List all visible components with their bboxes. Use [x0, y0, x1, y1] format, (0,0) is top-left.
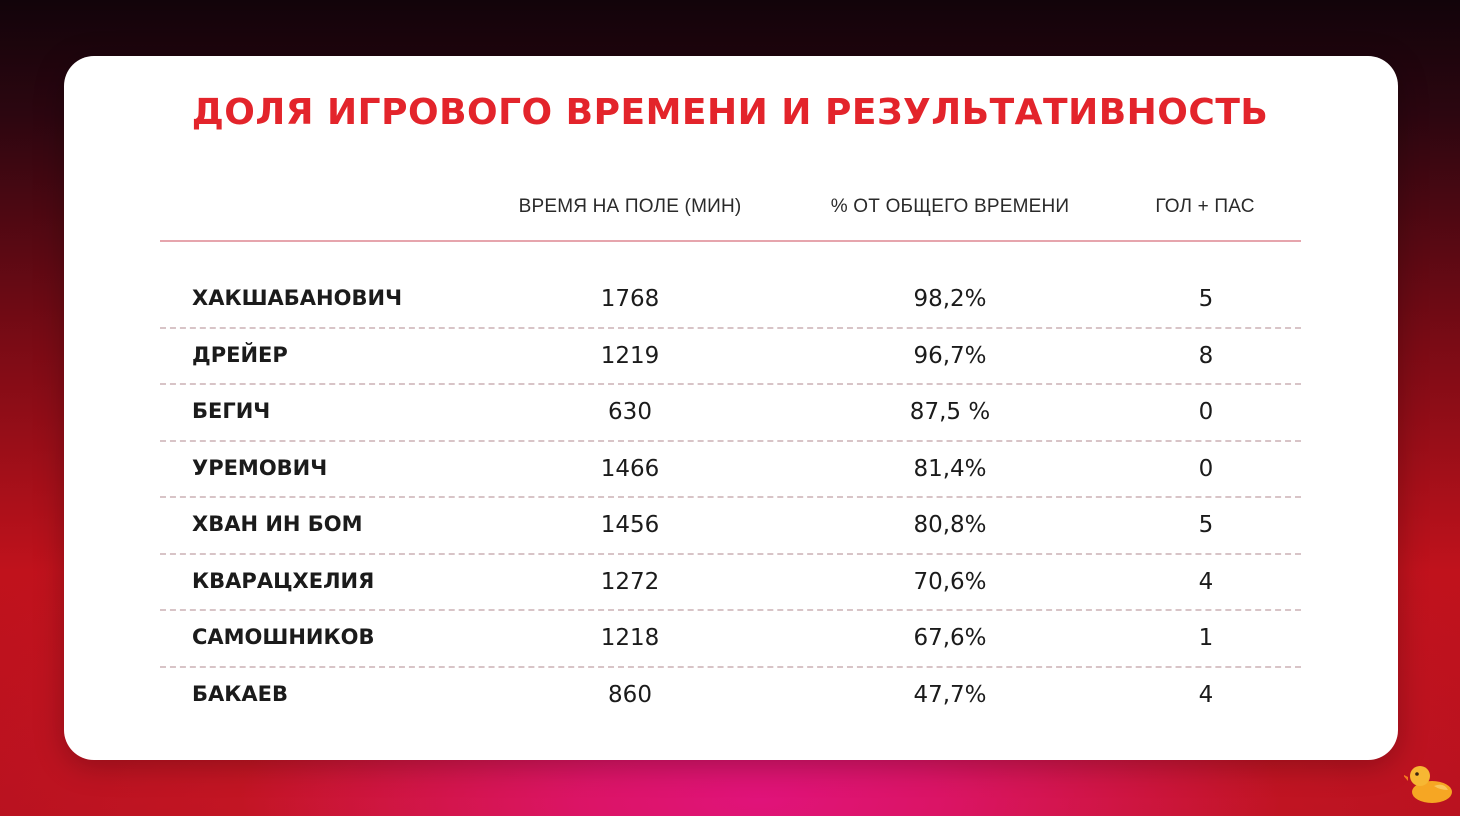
goals-assists-value: 4 — [1198, 568, 1214, 595]
duck-icon — [1404, 766, 1452, 803]
minutes-value: 860 — [608, 681, 652, 708]
goals-assists-value: 0 — [1198, 455, 1214, 482]
player-name: БЕГИЧ — [192, 399, 271, 423]
minutes-value: 1768 — [600, 286, 660, 312]
minutes-value: 1272 — [600, 568, 660, 595]
table-row: БАКАЕВ 860 47,7% 4 — [160, 668, 1301, 725]
goals-assists-value: 0 — [1198, 399, 1214, 425]
player-name: ХАКШАБАНОВИЧ — [192, 286, 403, 310]
table-header: ВРЕМЯ НА ПОЛЕ (МИН) % ОТ ОБЩЕГО ВРЕМЕНИ … — [160, 196, 1300, 228]
minutes-value: 1466 — [600, 455, 660, 482]
percent-value: 47,7% — [913, 681, 987, 708]
table-row: КВАРАЦХЕЛИЯ 1272 70,6% 4 — [160, 555, 1301, 611]
percent-value: 96,7% — [913, 342, 987, 369]
column-header-goals-assists: ГОЛ + ПАС — [1155, 196, 1255, 217]
minutes-value: 1219 — [600, 342, 660, 369]
player-name: КВАРАЦХЕЛИЯ — [192, 568, 375, 593]
percent-value: 70,6% — [913, 568, 987, 595]
goals-assists-value: 1 — [1198, 625, 1214, 651]
table-row: УРЕМОВИЧ 1466 81,4% 0 — [160, 442, 1301, 498]
table-row: БЕГИЧ 630 87,5 % 0 — [160, 385, 1301, 442]
player-name: БАКАЕВ — [192, 681, 289, 706]
goals-assists-value: 5 — [1198, 286, 1214, 312]
page-title: ДОЛЯ ИГРОВОГО ВРЕМЕНИ И РЕЗУЛЬТАТИВНОСТЬ — [191, 92, 1269, 133]
minutes-value: 630 — [608, 399, 652, 425]
stats-card — [64, 56, 1398, 760]
table-row: ХАКШАБАНОВИЧ 1768 98,2% 5 — [160, 272, 1301, 329]
percent-value: 81,4% — [913, 455, 987, 482]
percent-value: 87,5 % — [909, 399, 991, 425]
minutes-value: 1218 — [600, 625, 660, 651]
player-name: УРЕМОВИЧ — [192, 455, 328, 480]
column-header-percent: % ОТ ОБЩЕГО ВРЕМЕНИ — [830, 196, 1070, 217]
percent-value: 80,8% — [913, 512, 987, 538]
player-name: ДРЕЙЕР — [192, 342, 288, 367]
table-row: ХВАН ИН БОМ 1456 80,8% 5 — [160, 498, 1301, 555]
table-row: САМОШНИКОВ 1218 67,6% 1 — [160, 611, 1301, 668]
goals-assists-value: 5 — [1198, 512, 1214, 538]
goals-assists-value: 8 — [1198, 342, 1214, 369]
percent-value: 67,6% — [913, 625, 987, 651]
table-row: ДРЕЙЕР 1219 96,7% 8 — [160, 329, 1301, 385]
goals-assists-value: 4 — [1198, 681, 1214, 708]
percent-value: 98,2% — [913, 286, 987, 312]
minutes-value: 1456 — [600, 512, 660, 538]
players-table: ХАКШАБАНОВИЧ 1768 98,2% 5 ДРЕЙЕР 1219 96… — [160, 272, 1301, 724]
column-header-minutes: ВРЕМЯ НА ПОЛЕ (МИН) — [518, 196, 742, 217]
player-name: ХВАН ИН БОМ — [192, 512, 363, 536]
player-name: САМОШНИКОВ — [192, 625, 375, 649]
header-divider — [160, 240, 1301, 242]
